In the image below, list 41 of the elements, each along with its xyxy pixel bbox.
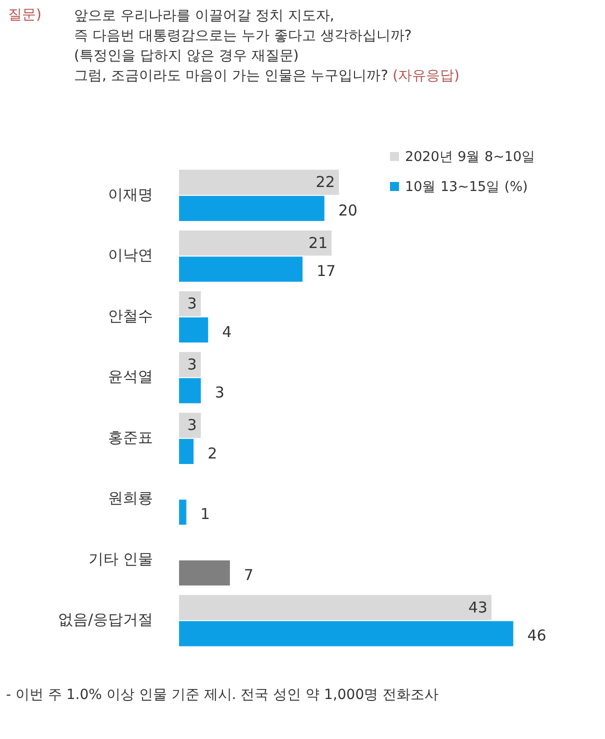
y-tick-label: 이재명 bbox=[108, 185, 154, 204]
bar bbox=[179, 560, 230, 586]
y-tick-label: 없음/응답거절 bbox=[58, 610, 154, 629]
bar bbox=[179, 291, 201, 316]
data-label: 43 bbox=[468, 598, 488, 616]
y-tick-label: 기타 인물 bbox=[88, 550, 154, 568]
data-label: 3 bbox=[187, 294, 197, 313]
y-tick-label: 윤석열 bbox=[108, 368, 154, 386]
chart-subtitle: (자유응답) bbox=[392, 68, 460, 84]
bar bbox=[179, 378, 201, 404]
bar bbox=[179, 412, 201, 438]
text: - 이번 주 1.0% 이상 인물 기준 제시. 전국 성인 약 1,000명 전화조사 bbox=[6, 686, 439, 704]
bar bbox=[179, 196, 324, 221]
data-label: 3 bbox=[187, 416, 197, 434]
data-label: 20 bbox=[338, 201, 358, 220]
bar bbox=[179, 170, 339, 195]
data-label: 3 bbox=[187, 355, 197, 374]
data-label: 46 bbox=[527, 626, 546, 645]
legend-label: 10월 13~15일 (%) bbox=[404, 178, 529, 196]
bar bbox=[179, 621, 514, 646]
data-label: 3 bbox=[214, 384, 224, 402]
bar bbox=[179, 256, 303, 282]
y-tick-label: 안철수 bbox=[108, 306, 154, 325]
bar bbox=[179, 352, 201, 378]
bar bbox=[179, 230, 332, 256]
bar bbox=[179, 438, 194, 464]
y-tick-label: 이낙연 bbox=[108, 246, 154, 264]
bar bbox=[179, 595, 492, 620]
bar bbox=[179, 500, 186, 525]
data-label: 2 bbox=[208, 444, 218, 462]
data-label: 21 bbox=[308, 234, 328, 252]
data-label: 7 bbox=[244, 566, 254, 584]
y-tick-label: 홍준표 bbox=[108, 428, 154, 446]
data-label: 4 bbox=[222, 322, 232, 341]
y-tick-label: 원희룡 bbox=[108, 489, 154, 508]
data-label: 1 bbox=[200, 505, 210, 524]
data-label: 22 bbox=[316, 173, 335, 192]
bar bbox=[179, 317, 208, 342]
text: 질문) bbox=[8, 6, 42, 24]
data-label: 17 bbox=[316, 262, 336, 280]
legend-label: 2020년 9월 8~10일 bbox=[404, 148, 536, 166]
